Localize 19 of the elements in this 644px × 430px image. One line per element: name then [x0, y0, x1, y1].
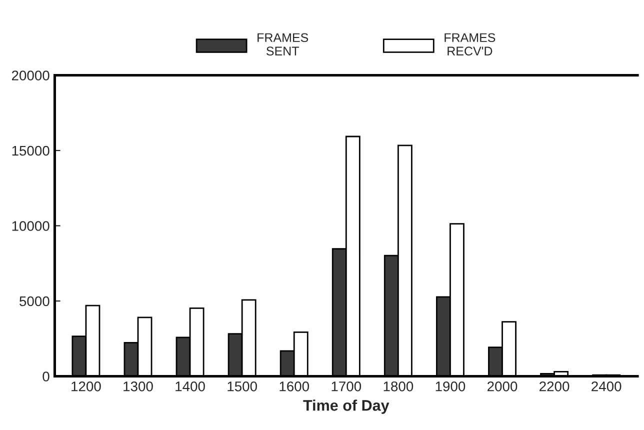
y-tick-label: 15000	[12, 146, 50, 156]
legend-label: FRAMES RECV'D	[444, 33, 496, 56]
x-tick-label: 1500	[228, 381, 257, 392]
legend-label: FRAMES SENT	[258, 33, 308, 56]
x-tick-label: 2400	[592, 381, 622, 392]
x-tick-label: 1700	[332, 381, 362, 392]
x-tick-label: 1300	[124, 381, 153, 392]
x-tick-label: 2200	[540, 381, 570, 392]
x-tick-label: 1900	[436, 381, 466, 392]
x-tick-label: 1600	[280, 381, 310, 392]
y-tick-label: 0	[42, 372, 50, 382]
y-tick-label: 10000	[12, 221, 50, 231]
x-tick-label: 1800	[384, 381, 414, 392]
x-axis-title: Time of Day	[303, 400, 390, 414]
y-tick-label: 5000	[20, 296, 50, 306]
x-tick-label: 1400	[176, 381, 205, 392]
y-tick-label: 20000	[12, 70, 50, 80]
x-tick-label: 1200	[72, 381, 101, 392]
x-tick-label: 2000	[488, 381, 518, 392]
